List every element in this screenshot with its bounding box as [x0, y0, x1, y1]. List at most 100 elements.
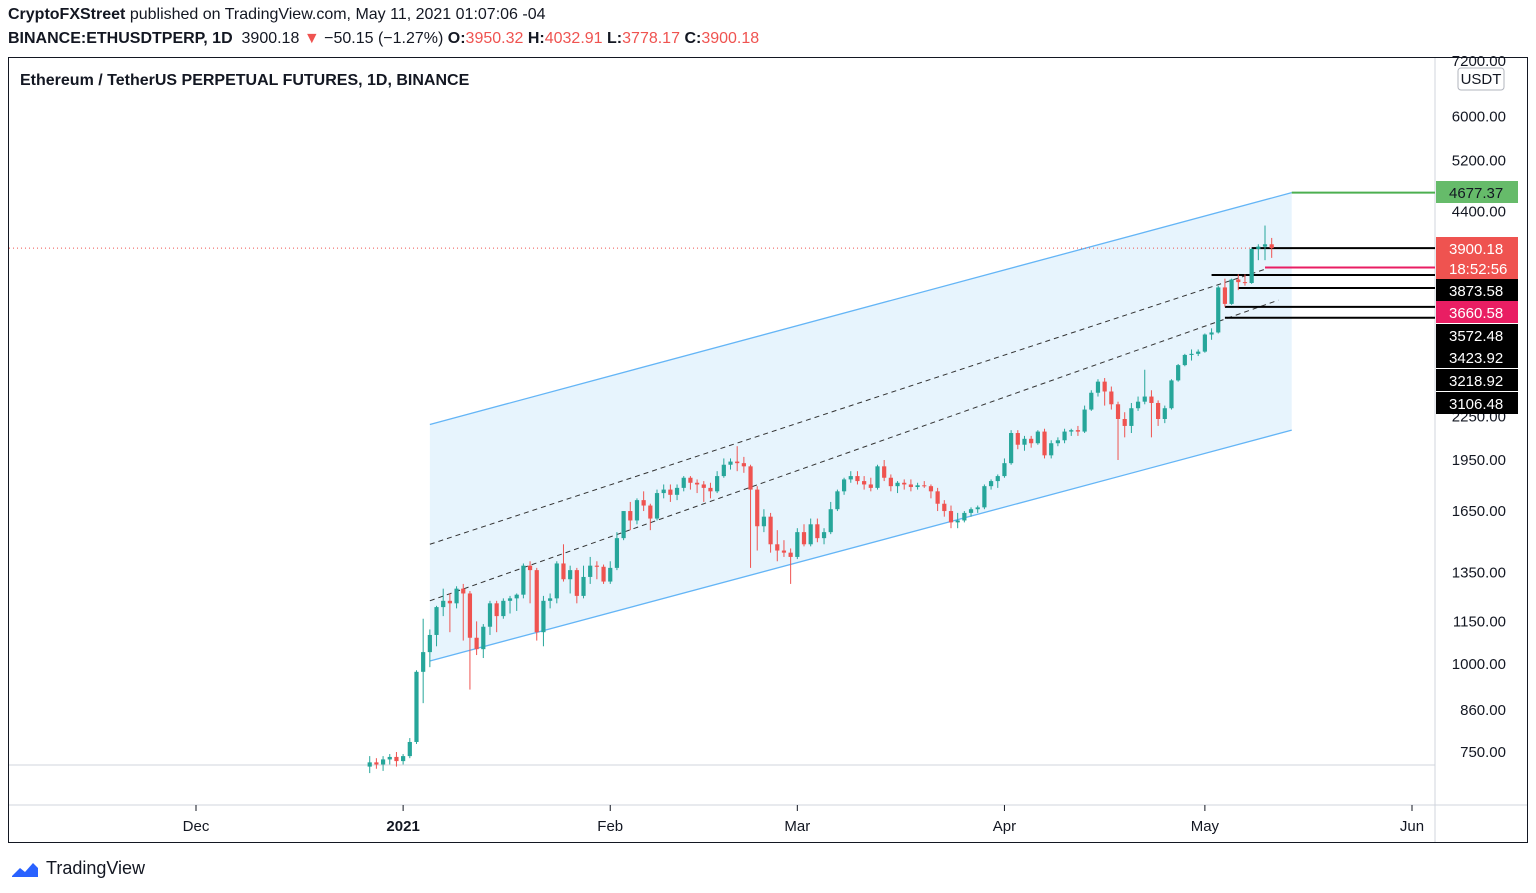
candle-body	[661, 489, 666, 494]
candle-body	[1176, 365, 1181, 381]
candle-body	[935, 491, 940, 504]
candle-body	[380, 759, 386, 765]
candle-body	[1095, 381, 1101, 393]
y-tick-label: 5200.00	[1452, 152, 1506, 169]
candle-body	[374, 762, 379, 765]
price-label-box	[1436, 279, 1518, 301]
candle-body	[1162, 408, 1167, 419]
x-tick-label: Feb	[597, 818, 623, 835]
candle-body	[768, 516, 773, 545]
candle-body	[942, 503, 947, 512]
tradingview-footer[interactable]: TradingView	[10, 858, 145, 879]
candle-body	[761, 516, 767, 527]
candle-body	[1009, 433, 1014, 464]
candle-body	[581, 576, 586, 596]
x-tick-label: Jun	[1400, 818, 1424, 835]
chart-title: Ethereum / TetherUS PERPETUAL FUTURES, 1…	[20, 72, 470, 89]
y-tick-label: 1350.00	[1452, 564, 1506, 581]
price-label-text: 3106.48	[1449, 396, 1503, 413]
candle-body	[815, 524, 820, 539]
candle-body	[908, 484, 914, 488]
x-tick-label: May	[1191, 818, 1220, 835]
candle-body	[1082, 409, 1087, 432]
candle-body	[988, 481, 994, 487]
candle-body	[608, 567, 613, 582]
candle-body	[681, 477, 686, 488]
candle-body	[875, 466, 880, 488]
candle-body	[835, 491, 840, 510]
candle-body	[461, 588, 466, 594]
candle-body	[1242, 282, 1248, 284]
candle-body	[1202, 334, 1207, 352]
candle-body	[741, 463, 746, 467]
currency-label: USDT	[1461, 71, 1502, 88]
published-text: published on TradingView.com, May 11, 20…	[129, 6, 546, 23]
candle-body	[948, 511, 954, 523]
price-label-box	[1436, 257, 1518, 279]
price-label-box	[1436, 301, 1518, 323]
candle-body	[748, 466, 753, 490]
candle-body	[454, 588, 459, 604]
candle-body	[668, 489, 673, 495]
candle-body	[1129, 408, 1134, 426]
close-label: C:	[684, 30, 702, 47]
candle-body	[1135, 401, 1141, 409]
candle-body	[715, 476, 720, 492]
high-value: 4032.91	[544, 30, 603, 47]
candle-body	[401, 756, 406, 762]
candle-body	[628, 511, 633, 521]
candle-body	[1002, 463, 1007, 477]
candle-body	[621, 511, 626, 539]
candle-body	[441, 600, 446, 608]
candle-body	[775, 544, 780, 551]
close-value: 3900.18	[701, 30, 760, 47]
price-label-box	[1436, 369, 1518, 391]
candle-body	[1102, 381, 1107, 392]
candle-body	[721, 464, 726, 477]
publisher-line: CryptoFXStreet published on TradingView.…	[8, 6, 546, 24]
candle-body	[548, 598, 553, 601]
candle-body	[801, 532, 807, 545]
candle-body	[788, 552, 793, 557]
candle-body	[735, 461, 740, 464]
price-label-box	[1436, 346, 1518, 368]
candle-body	[481, 626, 486, 650]
tradingview-logo-icon	[12, 862, 38, 877]
candle-body	[781, 550, 787, 553]
x-tick-label: 2021	[386, 818, 419, 835]
candle-body	[674, 487, 680, 495]
candle-body	[1022, 438, 1027, 445]
candle-body	[527, 565, 533, 571]
candle-body	[1169, 380, 1174, 409]
candle-body	[928, 486, 934, 492]
candle-body	[414, 671, 419, 742]
price-label-text: 3572.48	[1449, 328, 1503, 345]
candle-body	[1189, 353, 1194, 355]
candle-body	[1222, 287, 1228, 304]
channel-dashed-upper	[429, 268, 1266, 545]
price-label-box	[1436, 392, 1518, 414]
candle-body	[1182, 354, 1187, 366]
candle-body	[848, 476, 853, 480]
y-tick-label: 1000.00	[1452, 656, 1506, 673]
candle-body	[895, 482, 900, 487]
candle-body	[1256, 246, 1261, 249]
candle-body	[507, 598, 513, 601]
candle-body	[808, 524, 813, 545]
candle-body	[601, 566, 606, 582]
candle-body	[487, 603, 493, 627]
candle-body	[554, 563, 559, 599]
candle-body	[855, 476, 860, 482]
channel-lower-line	[429, 429, 1292, 662]
author-name[interactable]: CryptoFXStreet	[8, 6, 126, 23]
candle-body	[568, 570, 573, 580]
candle-body	[634, 500, 640, 521]
ohlc-line: BINANCE:ETHUSDTPERP, 1D 3900.18 ▼ −50.15…	[8, 30, 759, 48]
currency-box	[1457, 67, 1505, 91]
candle-body	[641, 500, 646, 506]
candle-body	[862, 481, 867, 485]
candle-body	[694, 482, 700, 485]
candle-body	[514, 594, 519, 599]
candle-body	[1196, 351, 1201, 354]
